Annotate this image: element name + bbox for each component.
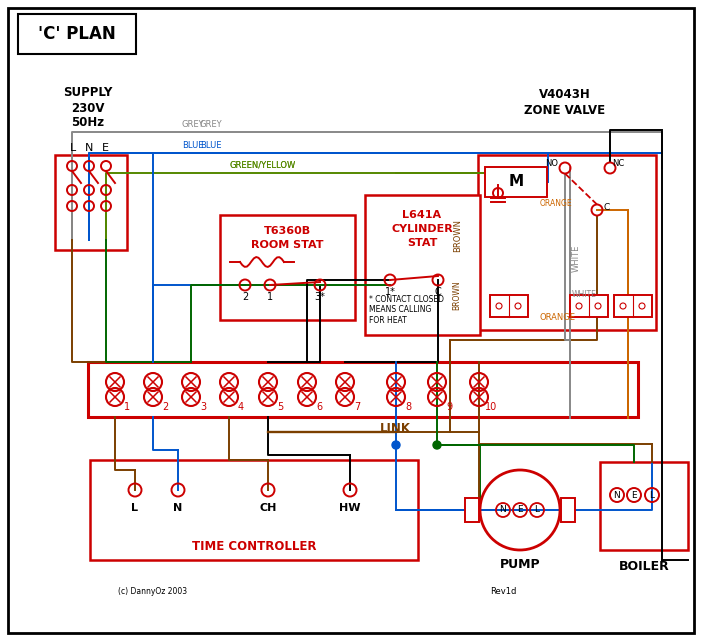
FancyBboxPatch shape bbox=[600, 462, 688, 550]
Text: 3: 3 bbox=[200, 402, 206, 412]
Text: ORANGE: ORANGE bbox=[540, 199, 573, 208]
Text: CYLINDER: CYLINDER bbox=[391, 224, 453, 234]
Text: * CONTACT CLOSED
MEANS CALLING
FOR HEAT: * CONTACT CLOSED MEANS CALLING FOR HEAT bbox=[369, 295, 444, 325]
FancyBboxPatch shape bbox=[365, 195, 480, 335]
Text: L: L bbox=[649, 490, 654, 499]
FancyBboxPatch shape bbox=[485, 167, 547, 197]
Text: N: N bbox=[500, 506, 506, 515]
Text: LINK: LINK bbox=[380, 422, 411, 435]
Text: WHITE: WHITE bbox=[572, 290, 597, 299]
Text: T6360B: T6360B bbox=[263, 226, 310, 236]
Circle shape bbox=[392, 441, 400, 449]
Text: N: N bbox=[85, 143, 93, 153]
Text: NC: NC bbox=[612, 159, 624, 168]
Text: E: E bbox=[102, 143, 109, 153]
Text: ROOM STAT: ROOM STAT bbox=[251, 240, 323, 250]
FancyBboxPatch shape bbox=[55, 155, 127, 250]
Text: V4043H: V4043H bbox=[539, 88, 591, 101]
Text: BLUE: BLUE bbox=[200, 141, 222, 150]
FancyBboxPatch shape bbox=[478, 155, 656, 330]
Text: N: N bbox=[614, 490, 621, 499]
Text: 6: 6 bbox=[316, 402, 322, 412]
Text: PUMP: PUMP bbox=[500, 558, 541, 572]
Circle shape bbox=[433, 441, 441, 449]
Text: BOILER: BOILER bbox=[618, 560, 670, 572]
Text: 10: 10 bbox=[485, 402, 497, 412]
Text: CH: CH bbox=[259, 503, 277, 513]
FancyBboxPatch shape bbox=[465, 498, 479, 522]
FancyBboxPatch shape bbox=[220, 215, 355, 320]
Text: N: N bbox=[173, 503, 183, 513]
Text: E: E bbox=[631, 490, 637, 499]
FancyBboxPatch shape bbox=[614, 295, 652, 317]
Text: (c) DannyOz 2003: (c) DannyOz 2003 bbox=[118, 588, 187, 597]
Text: M: M bbox=[508, 174, 524, 190]
Text: GREEN/YELLOW: GREEN/YELLOW bbox=[230, 161, 296, 170]
Text: 1: 1 bbox=[124, 402, 130, 412]
FancyBboxPatch shape bbox=[490, 295, 528, 317]
Text: BROWN: BROWN bbox=[453, 219, 462, 252]
Text: 5: 5 bbox=[277, 402, 283, 412]
Text: GREEN/YELLOW: GREEN/YELLOW bbox=[230, 161, 296, 170]
Text: TIME CONTROLLER: TIME CONTROLLER bbox=[192, 540, 316, 553]
Text: Rev1d: Rev1d bbox=[490, 588, 517, 597]
FancyBboxPatch shape bbox=[88, 362, 638, 417]
FancyBboxPatch shape bbox=[8, 8, 694, 633]
Text: 2: 2 bbox=[242, 292, 248, 302]
Text: 3*: 3* bbox=[314, 292, 326, 302]
Text: L: L bbox=[534, 506, 540, 515]
Text: ZONE VALVE: ZONE VALVE bbox=[524, 103, 606, 117]
Text: 1: 1 bbox=[267, 292, 273, 302]
Text: 2: 2 bbox=[162, 402, 168, 412]
Text: BROWN: BROWN bbox=[452, 280, 461, 310]
Text: C: C bbox=[435, 287, 442, 297]
Text: BLUE: BLUE bbox=[182, 141, 204, 150]
FancyBboxPatch shape bbox=[90, 460, 418, 560]
FancyBboxPatch shape bbox=[561, 498, 575, 522]
Text: 4: 4 bbox=[238, 402, 244, 412]
Text: E: E bbox=[517, 506, 523, 515]
FancyBboxPatch shape bbox=[18, 14, 136, 54]
Text: 8: 8 bbox=[405, 402, 411, 412]
Text: L: L bbox=[70, 143, 76, 153]
Text: NO: NO bbox=[545, 159, 558, 168]
Text: L641A: L641A bbox=[402, 210, 442, 220]
Text: HW: HW bbox=[339, 503, 361, 513]
Text: GREY: GREY bbox=[182, 120, 204, 129]
Text: L: L bbox=[131, 503, 138, 513]
Text: STAT: STAT bbox=[407, 238, 437, 248]
Text: WHITE: WHITE bbox=[572, 245, 581, 272]
Text: 7: 7 bbox=[354, 402, 360, 412]
FancyBboxPatch shape bbox=[570, 295, 608, 317]
Text: C: C bbox=[604, 203, 610, 212]
Text: GREY: GREY bbox=[200, 120, 223, 129]
Text: 'C' PLAN: 'C' PLAN bbox=[38, 25, 116, 43]
Text: SUPPLY
230V
50Hz: SUPPLY 230V 50Hz bbox=[63, 87, 113, 129]
Text: 1*: 1* bbox=[385, 287, 395, 297]
Text: 9: 9 bbox=[446, 402, 452, 412]
Text: ORANGE: ORANGE bbox=[540, 313, 576, 322]
